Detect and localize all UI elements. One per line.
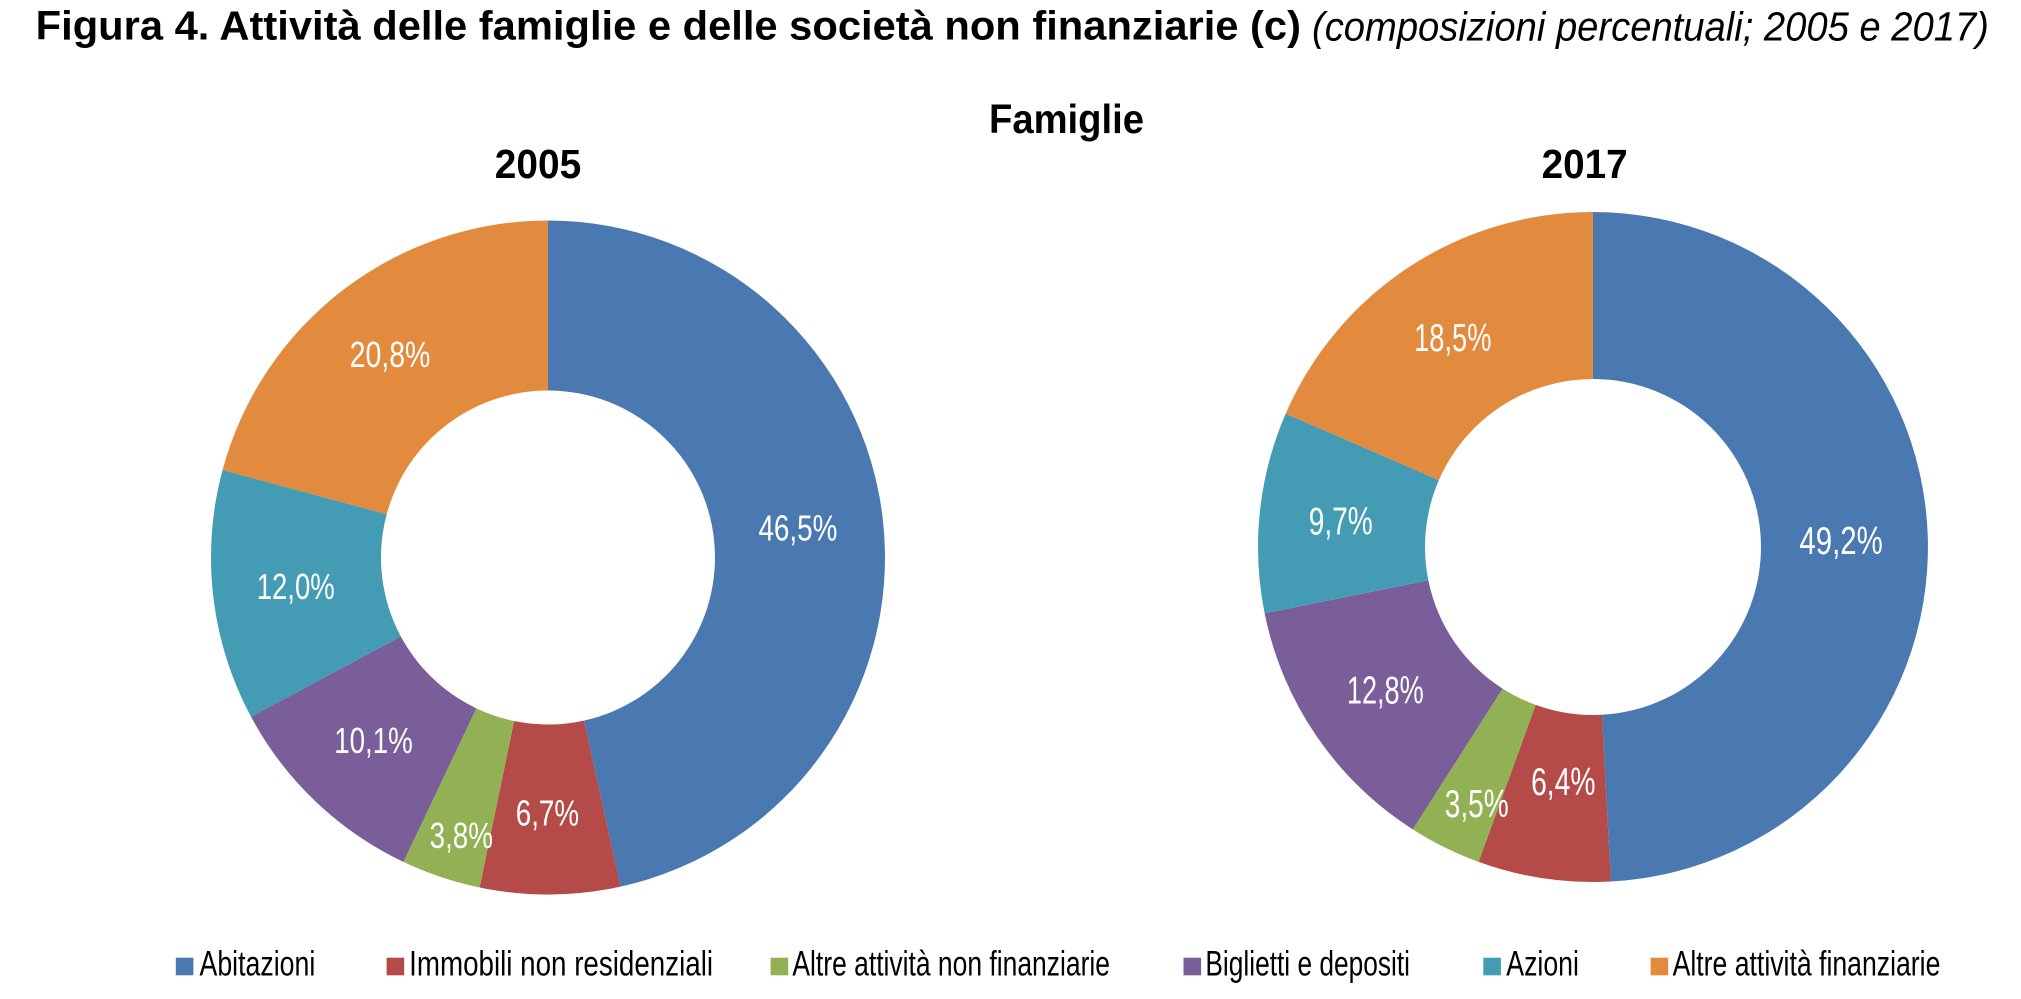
svg-text:2017: 2017 <box>1542 141 1628 187</box>
svg-text:Altre attività finanziarie: Altre attività finanziarie <box>1673 945 1941 984</box>
svg-text:Biglietti e depositi: Biglietti e depositi <box>1205 945 1410 984</box>
svg-text:(composizioni percentuali; 200: (composizioni percentuali; 2005 e 2017) <box>1312 4 1989 50</box>
svg-text:3,8%: 3,8% <box>430 815 493 856</box>
svg-text:Azioni: Azioni <box>1506 945 1579 984</box>
svg-text:46,5%: 46,5% <box>758 508 837 549</box>
svg-text:Immobili non residenziali: Immobili non residenziali <box>409 945 713 984</box>
svg-text:6,7%: 6,7% <box>516 793 579 834</box>
svg-text:2005: 2005 <box>495 141 581 187</box>
svg-text:49,2%: 49,2% <box>1799 520 1882 563</box>
svg-text:Famiglie: Famiglie <box>989 96 1144 142</box>
svg-text:12,0%: 12,0% <box>257 566 335 607</box>
svg-text:3,5%: 3,5% <box>1445 783 1509 826</box>
svg-text:12,8%: 12,8% <box>1347 670 1424 713</box>
svg-text:Figura 4. Attività delle famig: Figura 4. Attività delle famiglie e dell… <box>36 3 1301 49</box>
svg-text:Abitazioni: Abitazioni <box>200 945 316 984</box>
svg-text:20,8%: 20,8% <box>350 334 431 375</box>
svg-text:Altre attività non finanziarie: Altre attività non finanziarie <box>792 945 1110 984</box>
svg-text:6,4%: 6,4% <box>1531 761 1595 804</box>
svg-text:10,1%: 10,1% <box>334 720 413 761</box>
svg-text:9,7%: 9,7% <box>1309 501 1373 544</box>
svg-text:18,5%: 18,5% <box>1414 317 1491 360</box>
